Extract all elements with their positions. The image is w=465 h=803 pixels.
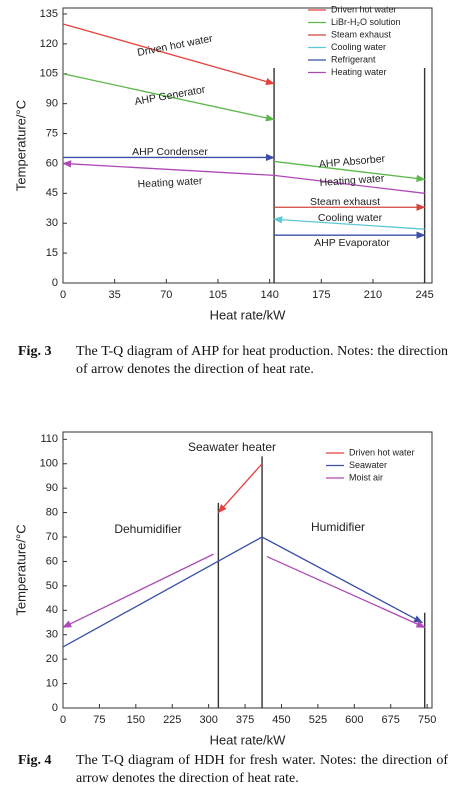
y-tick-label: 80 (46, 507, 58, 519)
y-tick-label: 30 (46, 217, 58, 229)
x-tick-label: 600 (345, 714, 363, 726)
caption-text: The T-Q diagram of HDH for fresh water. … (76, 753, 448, 786)
x-axis-label: Heat rate/kW (210, 307, 287, 322)
series-line (62, 73, 275, 122)
y-tick-label: 45 (46, 187, 58, 199)
y-tick-label: 30 (46, 629, 58, 641)
annotation: AHP Absorber (318, 153, 386, 171)
annotation: Heating water (319, 173, 385, 190)
x-tick-label: 75 (93, 714, 105, 726)
series-line (62, 23, 275, 85)
plot-frame (62, 7, 433, 284)
series-line (62, 160, 425, 194)
y-tick-label: 40 (46, 604, 58, 616)
x-tick-label: 35 (109, 289, 121, 301)
x-tick-label: 300 (199, 714, 217, 726)
x-tick-label: 175 (312, 289, 330, 301)
annotation: Humidifier (311, 520, 365, 534)
series-line (266, 555, 426, 628)
x-tick-label: 750 (418, 714, 436, 726)
y-tick-label: 60 (46, 157, 58, 169)
annotation: Dehumidifier (114, 522, 181, 536)
x-tick-label: 450 (272, 714, 290, 726)
annotation: Driven hot water (136, 33, 214, 59)
x-tick-label: 105 (209, 289, 227, 301)
y-axis-label: Temperature/°C (13, 524, 28, 615)
series-line (62, 536, 424, 648)
legend-label: Refrigerant (331, 54, 376, 64)
legend-label: LiBr-H₂O solution (331, 17, 401, 27)
x-tick-label: 675 (382, 714, 400, 726)
annotation: AHP Condenser (132, 146, 208, 158)
legend-label: Heating water (331, 67, 387, 77)
annotation: Seawater heater (188, 440, 276, 454)
y-tick-label: 90 (46, 482, 58, 494)
plot-frame (62, 431, 433, 709)
y-tick-label: 0 (52, 277, 58, 289)
x-tick-label: 225 (163, 714, 181, 726)
x-axis-label: Heat rate/kW (210, 732, 287, 747)
series-line (273, 216, 425, 230)
x-tick-label: 0 (60, 289, 66, 301)
y-tick-label: 110 (40, 433, 58, 445)
x-tick-label: 70 (160, 289, 172, 301)
legend-label: Driven hot water (349, 447, 415, 457)
legend-label: Driven hot water (331, 4, 397, 14)
x-tick-label: 140 (260, 289, 278, 301)
legend-label: Moist air (349, 472, 383, 482)
y-tick-label: 90 (46, 98, 58, 110)
legend-label: Steam exhaust (331, 29, 392, 39)
y-tick-label: 70 (46, 531, 58, 543)
annotation: AHP Evaporator (314, 237, 390, 249)
series-line (273, 160, 426, 183)
y-tick-label: 60 (46, 555, 58, 567)
annotation: Heating water (137, 175, 203, 190)
y-tick-label: 20 (46, 653, 58, 665)
y-axis-label: Temperature/°C (13, 100, 28, 191)
x-tick-label: 150 (127, 714, 145, 726)
annotation: Cooling water (318, 212, 383, 224)
caption: Fig. 4 The T-Q diagram of HDH for fresh w… (18, 752, 448, 788)
y-tick-label: 135 (40, 8, 58, 20)
y-tick-label: 15 (46, 247, 58, 259)
x-tick-label: 0 (60, 714, 66, 726)
x-tick-label: 375 (236, 714, 254, 726)
caption: Fig. 3 The T-Q diagram of AHP for heat pr… (18, 343, 448, 379)
legend-label: Seawater (349, 460, 387, 470)
caption-label: Fig. 3 (18, 344, 52, 359)
y-tick-label: 105 (40, 68, 58, 80)
y-tick-label: 75 (46, 127, 58, 139)
y-tick-label: 0 (52, 702, 58, 714)
series-line (217, 463, 263, 514)
series-line (62, 553, 214, 628)
y-tick-label: 100 (40, 458, 58, 470)
x-tick-label: 245 (415, 289, 433, 301)
annotation: AHP Generator (134, 84, 207, 108)
caption-label: Fig. 4 (18, 753, 52, 768)
caption-text: The T-Q diagram of AHP for heat producti… (76, 344, 448, 377)
x-tick-label: 525 (309, 714, 327, 726)
y-tick-label: 50 (46, 580, 58, 592)
legend-label: Cooling water (331, 42, 386, 52)
annotation: Steam exhaust (310, 196, 380, 208)
y-tick-label: 120 (40, 38, 58, 50)
x-tick-label: 210 (364, 289, 382, 301)
y-tick-label: 10 (46, 677, 58, 689)
